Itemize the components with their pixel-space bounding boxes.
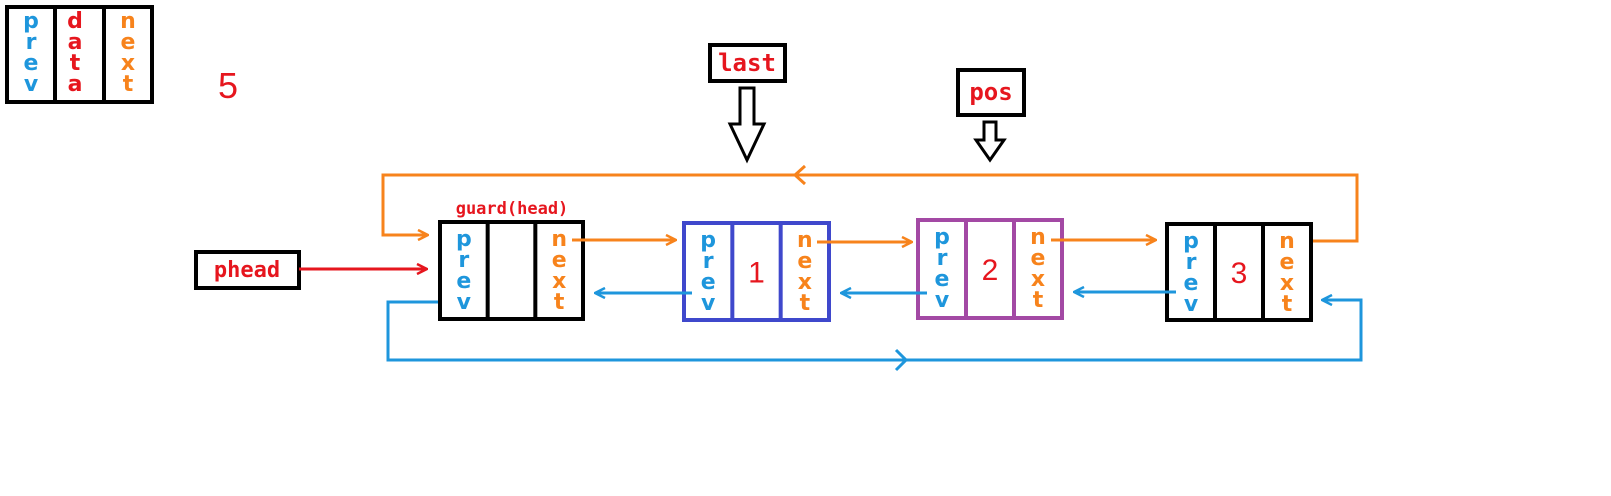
- last-down-arrow: [727, 86, 767, 164]
- node-list: p r e v n e x t p r e v 1 n e x t p r e v 2 n e x t p r e v 3 n e x t: [438, 218, 1313, 322]
- tail-next-wrap-arrow: [381, 164, 1359, 243]
- last-pointer: last: [708, 43, 787, 164]
- node-data-value: 1: [748, 257, 765, 290]
- last-label: last: [718, 49, 776, 77]
- guard-label: guard(head): [456, 199, 569, 219]
- node-box: [438, 220, 585, 321]
- guard-prev-wrap-arrow: [386, 300, 1363, 372]
- node-box: [682, 221, 831, 322]
- count-label: 5: [218, 65, 238, 106]
- guard-node: p r e v n e x t: [438, 220, 585, 321]
- node-2: p r e v 2 n e x t: [916, 218, 1064, 320]
- node-box: [1165, 222, 1313, 322]
- pos-pointer: pos: [956, 68, 1026, 163]
- node-data-value: 2: [982, 254, 999, 287]
- node-1: p r e v 1 n e x t: [682, 221, 831, 322]
- node-data-value: 3: [1231, 257, 1248, 290]
- pos-label: pos: [969, 78, 1012, 106]
- next-arrows: [572, 240, 1156, 242]
- phead-label: phead: [214, 258, 280, 283]
- node-3: p r e v 3 n e x t: [1165, 222, 1313, 322]
- pos-down-arrow: [973, 120, 1007, 163]
- prev-arrows: [595, 292, 1176, 293]
- node-box: [916, 218, 1064, 320]
- phead-pointer: phead: [194, 250, 427, 290]
